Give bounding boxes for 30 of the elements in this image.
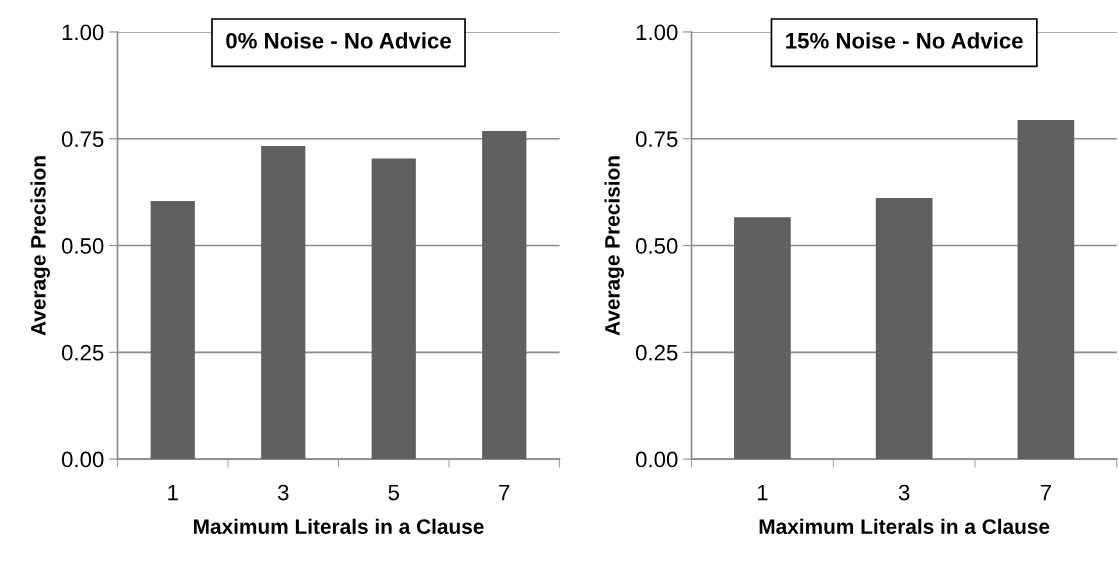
bar [482,131,527,460]
x-tick-label: 5 [388,484,399,501]
y-axis-title: Average Precision [604,156,624,336]
y-tick-label: 0.00 [61,451,104,468]
y-tick-label: 0.25 [635,344,678,361]
bar [261,146,306,460]
y-tick-label: 0.00 [635,451,678,468]
y-tick-label: 1.00 [62,24,104,41]
x-axis-title: Maximum Literals in a Clause [194,518,484,534]
y-axis-title: Average Precision [30,156,50,336]
y-tick-label: 0.25 [61,344,104,361]
x-tick-label: 3 [898,484,910,501]
bar [734,217,791,460]
bar [371,158,416,460]
bar [150,201,195,460]
x-tick-label: 7 [499,484,510,501]
y-tick-label: 0.50 [61,238,104,254]
x-tick-label: 1 [168,484,178,501]
y-tick-label: 0.75 [635,131,678,148]
bar [875,198,933,460]
x-tick-label: 3 [277,484,289,501]
x-tick-label: 1 [757,484,768,501]
y-tick-label: 1.00 [636,24,678,41]
chart-title: 0% Noise - No Advice [226,32,451,49]
y-tick-label: 0.75 [61,131,104,148]
chart-title: 15% Noise - No Advice [786,32,1023,49]
x-tick-label: 7 [1040,484,1051,501]
bar [1017,119,1075,460]
y-tick-label: 0.50 [635,238,678,254]
x-axis-title: Maximum Literals in a Clause [759,518,1050,534]
